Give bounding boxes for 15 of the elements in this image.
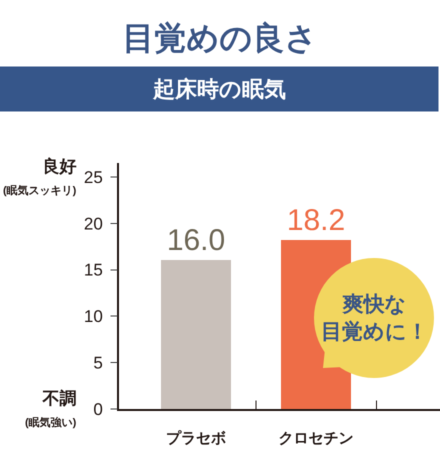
y-tick-label: 0 [93,400,103,419]
data-label: 18.2 [286,204,346,237]
x-tick-label: クロセチン [278,430,354,447]
text: 不調 (眠気強い) [25,389,77,430]
y-tick-label: 25 [84,168,103,187]
y-tick-label: 15 [84,260,103,280]
y-tick-label: 20 [84,214,103,234]
chart-title: 目覚めの良さ [122,20,318,56]
text: 良好 (眠気スッキリ) [3,157,77,198]
chart-subtitle: 起床時の眠気 [152,76,286,102]
data-label: 16.0 [166,224,226,257]
y-tick-label: 5 [93,354,103,373]
y-tick-label: 10 [84,307,103,326]
annotation: 爽快な目覚めに！ [321,293,428,344]
x-tick-label: プラセボ [166,430,226,447]
